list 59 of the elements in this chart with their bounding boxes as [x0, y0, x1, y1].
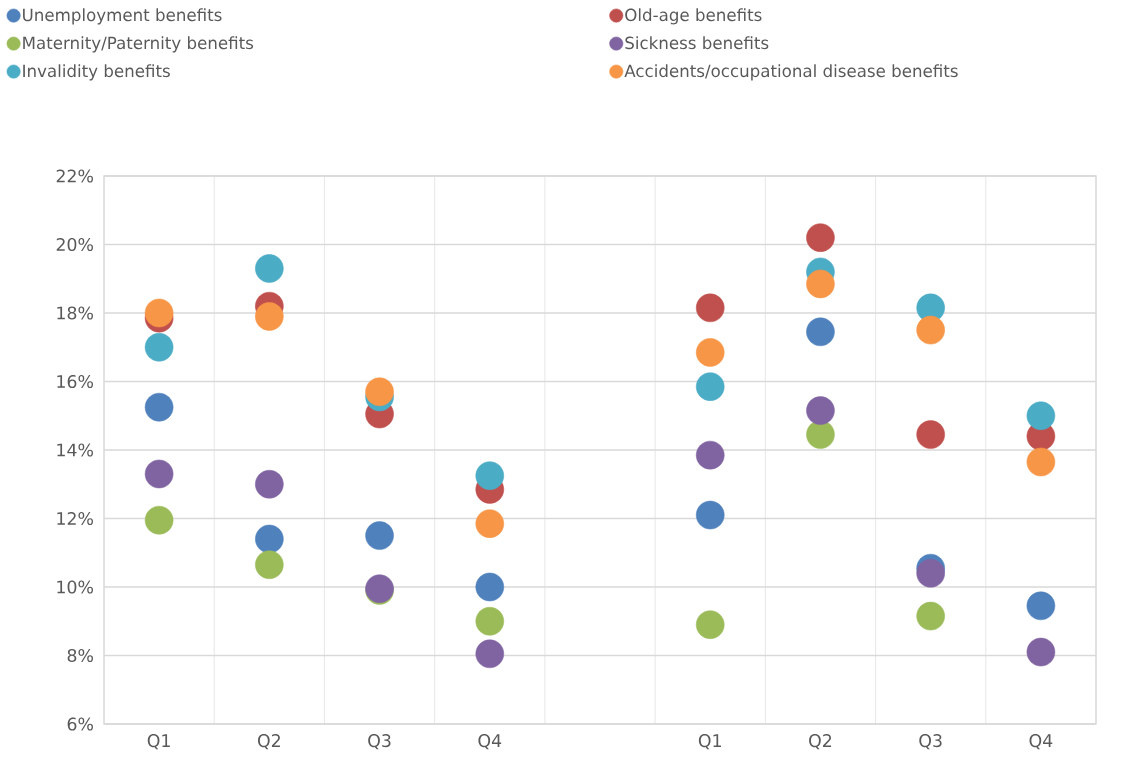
point: [255, 254, 284, 283]
point: [806, 269, 835, 299]
legend-label: Unemployment benefits: [23, 8, 222, 25]
legend-label: Old-age benefits: [625, 8, 762, 25]
point: [1026, 447, 1056, 477]
point: [144, 298, 174, 328]
y-tick-label: 18%: [57, 306, 93, 320]
point: [1026, 401, 1056, 431]
legend-label: Accidents/occupational disease benefits: [624, 64, 958, 81]
point: [255, 550, 284, 580]
point: [695, 500, 725, 530]
point: [695, 372, 725, 401]
point: [1026, 637, 1056, 667]
point: [806, 420, 835, 449]
x-tick-label: Q3: [919, 734, 942, 750]
point: [695, 440, 725, 470]
point: [916, 559, 945, 588]
point: [695, 610, 725, 639]
y-tick-label: 16%: [57, 374, 93, 389]
point: [806, 317, 835, 347]
x-tick-label: Q2: [257, 734, 280, 750]
x-tick-label: Q1: [147, 734, 170, 750]
point: [916, 315, 945, 345]
point: [255, 302, 284, 331]
y-tick-label: 12%: [57, 511, 93, 526]
point: [806, 223, 835, 252]
point: [144, 505, 174, 535]
point: [806, 396, 835, 425]
point: [475, 461, 505, 490]
y-tick-label: 20%: [56, 237, 93, 252]
point: [916, 420, 945, 449]
x-tick-label: Q2: [809, 734, 832, 750]
point: [144, 392, 174, 422]
point: [365, 521, 394, 550]
point: [255, 469, 284, 499]
y-tick-label: 8%: [67, 648, 93, 663]
x-tick-label: Q1: [698, 734, 721, 750]
point: [144, 332, 174, 362]
point: [255, 524, 284, 554]
point: [1026, 591, 1056, 621]
y-tick-label: 14%: [57, 443, 93, 457]
point: [695, 338, 725, 367]
point: [475, 639, 505, 669]
point: [475, 509, 505, 538]
point: [365, 377, 394, 407]
legend-label: Maternity/Paternity benefits: [23, 36, 254, 53]
x-tick-label: Q4: [478, 734, 502, 750]
y-tick-label: 22%: [56, 169, 93, 183]
x-tick-label: Q3: [368, 734, 391, 750]
legend-label: Sickness benefits: [625, 36, 769, 50]
x-tick-label: Q4: [1029, 734, 1053, 750]
point: [475, 572, 505, 602]
y-tick-label: 6%: [67, 717, 93, 731]
y-tick-label: 10%: [57, 580, 93, 594]
point: [144, 459, 174, 489]
point: [695, 293, 725, 323]
legend-label: Invalidity benefits: [23, 64, 170, 81]
point: [475, 606, 505, 636]
point: [916, 601, 945, 631]
